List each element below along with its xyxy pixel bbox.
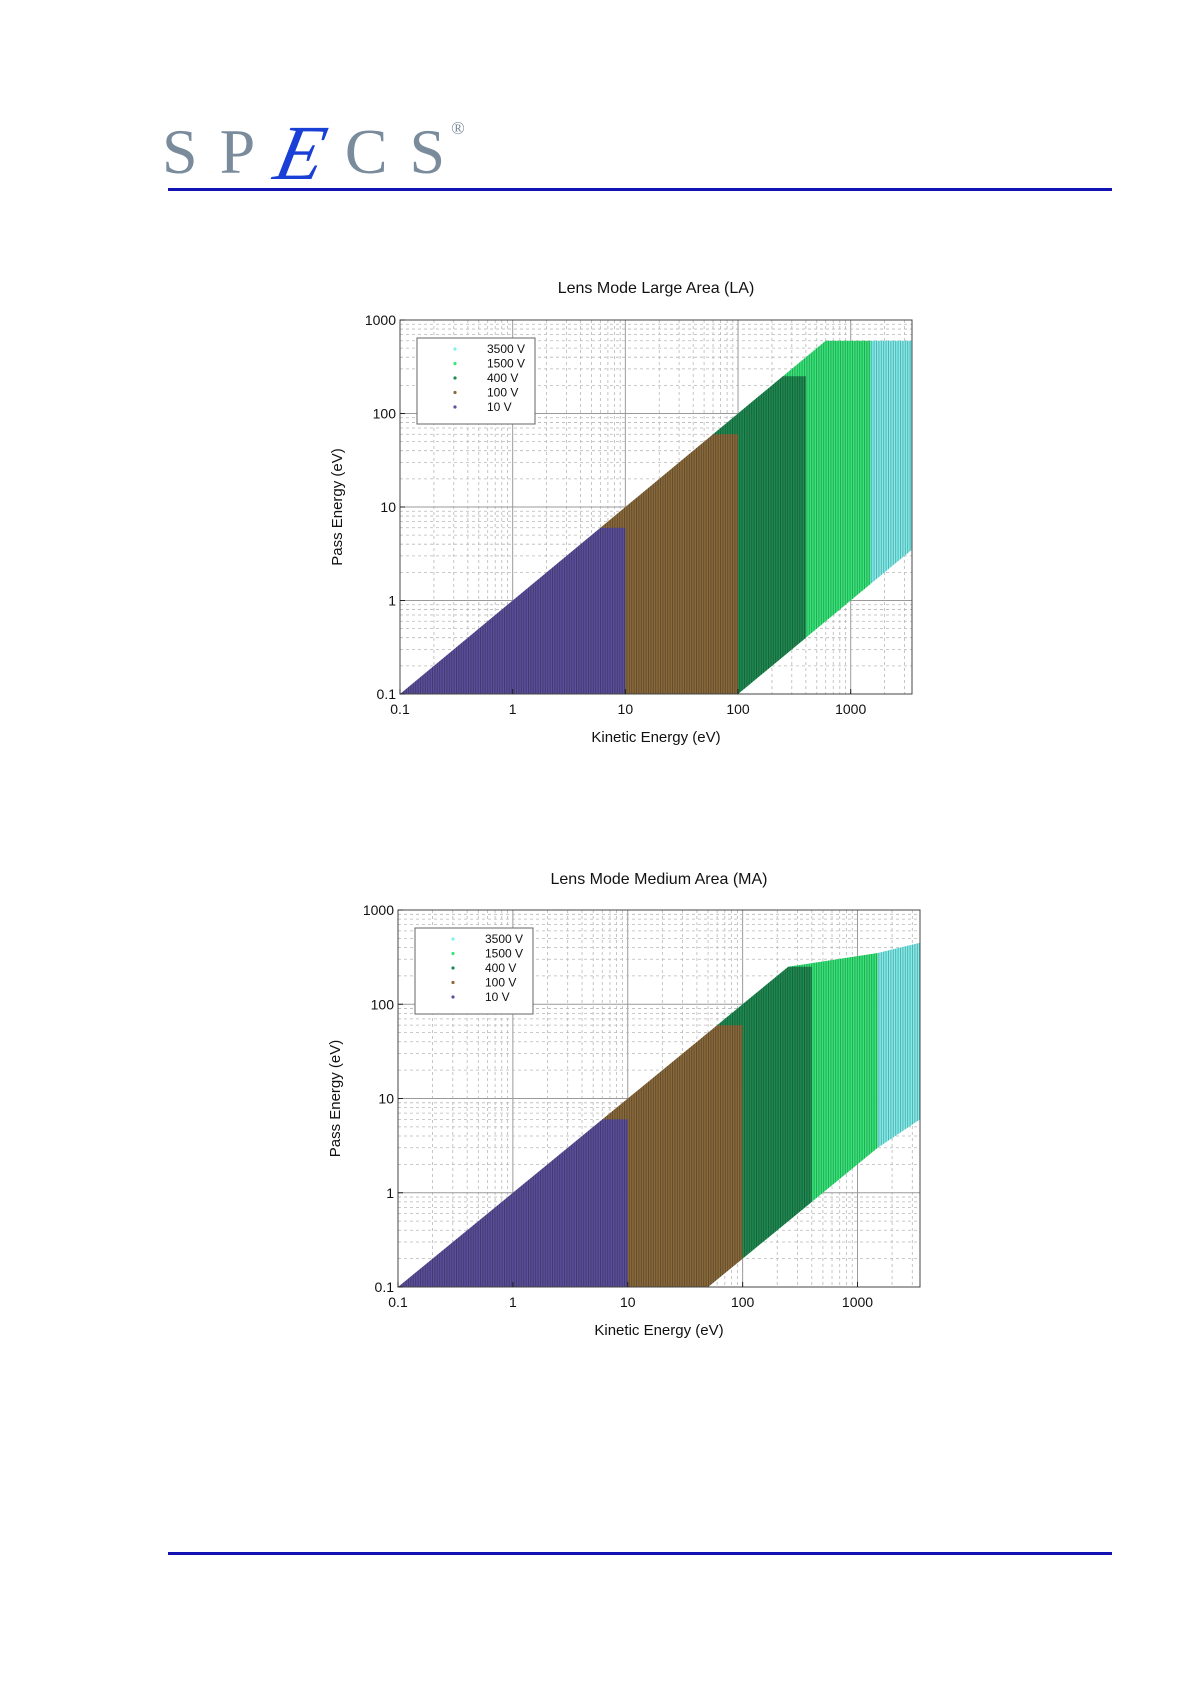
legend-label: 10 V <box>487 400 512 414</box>
registered-mark: ® <box>451 118 465 138</box>
series-hatch <box>870 340 912 584</box>
legend-swatch <box>453 347 457 351</box>
y-tick-label: 1000 <box>363 902 394 918</box>
legend-swatch <box>451 951 455 956</box>
series-hatch <box>877 942 920 1148</box>
x-tick-label: 1000 <box>835 701 866 717</box>
chart-title: Lens Mode Large Area (LA) <box>558 280 755 297</box>
x-tick-label: 10 <box>620 1294 636 1310</box>
legend-swatch <box>451 937 455 941</box>
legend-swatch <box>453 361 457 366</box>
x-tick-label: 100 <box>726 701 750 717</box>
logo-letter: P <box>219 116 256 187</box>
y-tick-label: 100 <box>371 996 395 1012</box>
chart-title: Lens Mode Medium Area (MA) <box>551 871 768 888</box>
logo-letter: S <box>409 116 446 187</box>
header-rule <box>168 188 1112 191</box>
x-tick-label: 100 <box>731 1294 755 1310</box>
legend-label: 400 V <box>485 961 516 975</box>
y-axis-label: Pass Energy (eV) <box>329 448 346 566</box>
legend-label: 400 V <box>487 371 518 385</box>
y-tick-label: 1000 <box>365 312 396 328</box>
x-tick-label: 1000 <box>842 1294 873 1310</box>
y-tick-label: 1 <box>386 1185 394 1201</box>
series-hatch <box>600 434 738 694</box>
legend-label: 1500 V <box>485 947 523 961</box>
x-tick-label: 1 <box>509 1294 517 1310</box>
x-tick-label: 10 <box>618 701 634 717</box>
legend-swatch <box>451 966 455 970</box>
series-hatch <box>602 1025 743 1287</box>
legend-label: 1500 V <box>487 357 525 371</box>
x-axis-label: Kinetic Energy (eV) <box>591 729 720 746</box>
logo-letter: S <box>162 116 198 187</box>
chart-lens-mode-la: 0.1 1 10 100 1000 0.1 1 10 100 1000 Lens Mode Larg… <box>329 280 913 746</box>
legend-label: 10 V <box>485 990 510 1004</box>
legend-swatch <box>453 376 457 380</box>
legend-label: 3500 V <box>487 342 525 356</box>
y-tick-label: 10 <box>380 499 396 515</box>
y-axis-label: Pass Energy (eV) <box>327 1040 344 1158</box>
legend-swatch <box>453 405 457 409</box>
x-axis-label: Kinetic Energy (eV) <box>594 1322 723 1339</box>
series-hatch <box>398 1119 628 1287</box>
series-hatch <box>400 527 626 694</box>
legend-label: 100 V <box>485 976 516 990</box>
y-tick-label: 0.1 <box>375 1279 395 1295</box>
x-tick-label: 0.1 <box>388 1294 408 1310</box>
specs-logo: S P E C S ® <box>162 104 465 196</box>
footer-rule <box>168 1552 1112 1555</box>
y-tick-label: 10 <box>378 1091 394 1107</box>
legend-label: 3500 V <box>485 932 523 946</box>
logo-letter: C <box>344 116 388 187</box>
legend-swatch <box>451 995 455 999</box>
legend-box <box>416 337 536 425</box>
legend-swatch <box>453 390 457 395</box>
legend-swatch <box>451 980 455 985</box>
y-tick-label: 0.1 <box>377 686 397 702</box>
legend-label: 100 V <box>487 386 518 400</box>
x-tick-label: 0.1 <box>390 701 410 717</box>
legend-box <box>414 927 534 1015</box>
y-tick-label: 100 <box>373 406 397 422</box>
chart-lens-mode-ma: 0.1 1 10 100 1000 0.1 1 10 100 1000 Lens Mode Medi… <box>327 871 921 1339</box>
y-tick-label: 1 <box>388 593 396 609</box>
x-tick-label: 1 <box>509 701 517 717</box>
